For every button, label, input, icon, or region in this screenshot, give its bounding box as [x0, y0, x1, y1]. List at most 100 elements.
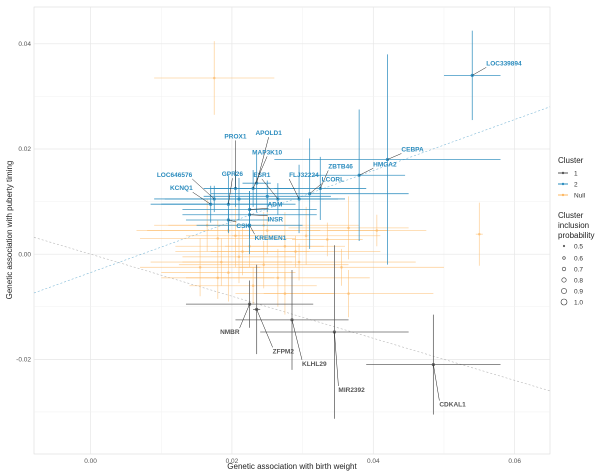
- data-point: [292, 222, 363, 257]
- point-label: NMBR: [220, 329, 240, 336]
- data-point: [140, 238, 261, 297]
- point-label: MAP3K10: [252, 149, 282, 156]
- point-marker: [198, 266, 202, 269]
- leader-line: [472, 67, 487, 76]
- data-point: [154, 41, 275, 115]
- legend-prob-item-1.0: 1.0: [560, 298, 583, 307]
- legend-prob-label-0.9: 0.9: [574, 289, 583, 296]
- legend-prob-item-0.6: 0.6: [562, 256, 583, 263]
- legend-prob-title-line2: inclusion: [558, 221, 589, 230]
- leader-line: [228, 178, 233, 205]
- data-point: [185, 248, 370, 307]
- point-marker: [262, 263, 266, 266]
- leader-line: [309, 183, 322, 194]
- legend-prob-key-0.8: [561, 277, 567, 283]
- legend-prob-item-0.9: 0.9: [561, 288, 583, 296]
- leader-line: [256, 309, 273, 348]
- point-marker: [237, 255, 241, 259]
- data-point: [182, 230, 296, 284]
- leader-line: [249, 214, 268, 216]
- data-point: [140, 219, 296, 257]
- data-point: [475, 202, 483, 266]
- point-marker: [265, 194, 269, 198]
- point-label: KCNQ1: [170, 185, 193, 192]
- legend-label-null: Null: [574, 193, 586, 200]
- leader-line: [261, 178, 279, 200]
- point-marker: [283, 292, 287, 295]
- legend-prob-key-0.7: [561, 266, 567, 272]
- x-tick-label: 0.00: [84, 458, 97, 465]
- legend-prob-item-0.7: 0.7: [561, 266, 583, 274]
- leader-line: [288, 178, 300, 200]
- legend-prob-label-0.5: 0.5: [574, 244, 583, 251]
- point-label: CSK: [236, 223, 250, 230]
- leader-line: [252, 156, 268, 189]
- leader-line: [239, 304, 250, 329]
- legend-prob-label-0.8: 0.8: [574, 278, 583, 285]
- leader-line: [359, 168, 374, 176]
- leader-line: [192, 178, 215, 200]
- legend-item-1: 1: [558, 171, 578, 178]
- point-label: KREMEN1: [255, 235, 287, 242]
- y-tick-label: 0.04: [18, 41, 31, 48]
- legend-item-2: 2: [558, 182, 578, 189]
- point-marker: [247, 223, 252, 227]
- point-marker: [227, 271, 230, 274]
- data-point: [238, 248, 444, 286]
- legend-label-cluster-1: 1: [574, 171, 578, 178]
- legend-cluster-title: Cluster: [558, 156, 584, 165]
- point-label: MIR2392: [338, 387, 365, 394]
- x-tick-label: 0.06: [508, 458, 521, 465]
- point-label: CDKAL1: [439, 402, 466, 409]
- point-marker: [276, 276, 280, 280]
- leader-line: [387, 153, 402, 160]
- point-label: APOLD1: [255, 130, 282, 137]
- point-marker: [297, 260, 301, 264]
- leader-line: [320, 170, 329, 189]
- point-marker: [251, 284, 255, 288]
- leader-line: [433, 364, 440, 401]
- y-tick-label: 0.00: [18, 251, 31, 258]
- legend-item-null: Null: [558, 193, 586, 200]
- point-label: CEBPA: [401, 147, 424, 154]
- legend-prob-title-line3: probability: [558, 231, 594, 240]
- point-label: LOC339894: [486, 60, 522, 67]
- legend: Cluster 1 2 Null Cluster inclusion proba…: [558, 156, 594, 307]
- point-label: INSR: [268, 217, 284, 224]
- point-marker: [347, 292, 350, 295]
- leader-line: [334, 331, 339, 387]
- legend-prob-label-1.0: 1.0: [574, 300, 583, 307]
- x-tick-label: 0.02: [226, 458, 239, 465]
- data-point: [327, 214, 427, 247]
- point-label: ZFPM2: [273, 348, 295, 355]
- leader-line: [249, 225, 255, 235]
- point-marker: [241, 250, 244, 253]
- y-axis-title: Genetic association with puberty timing: [5, 161, 14, 300]
- y-tick-label: -0.02: [16, 357, 31, 364]
- point-label: ZBTB46: [328, 163, 353, 170]
- point-marker: [326, 238, 329, 241]
- data-point: [224, 212, 346, 281]
- point-marker: [304, 234, 308, 238]
- leader-line: [249, 208, 268, 210]
- legend-prob-label-0.7: 0.7: [574, 267, 583, 274]
- leader-line: [228, 219, 237, 223]
- legend-prob-label-0.6: 0.6: [574, 256, 583, 263]
- point-label: ESR1: [253, 172, 270, 179]
- legend-key-null-point: [561, 193, 565, 197]
- point-label: GPR26: [222, 171, 244, 178]
- point-label: KLHL29: [302, 361, 327, 368]
- point-label: FLJ32224: [289, 172, 319, 179]
- data-point: [231, 206, 381, 265]
- legend-key-cluster-2-point: [561, 182, 565, 186]
- point-marker: [478, 232, 481, 236]
- legend-prob-title-line1: Cluster: [558, 211, 584, 220]
- data-point: [178, 241, 349, 289]
- legend-prob-item-0.8: 0.8: [561, 277, 583, 285]
- legend-key-cluster-1-point: [561, 171, 565, 175]
- fit-line-cluster-2: [33, 106, 551, 294]
- data-point: [288, 196, 409, 260]
- legend-prob-key-0.9: [561, 288, 567, 294]
